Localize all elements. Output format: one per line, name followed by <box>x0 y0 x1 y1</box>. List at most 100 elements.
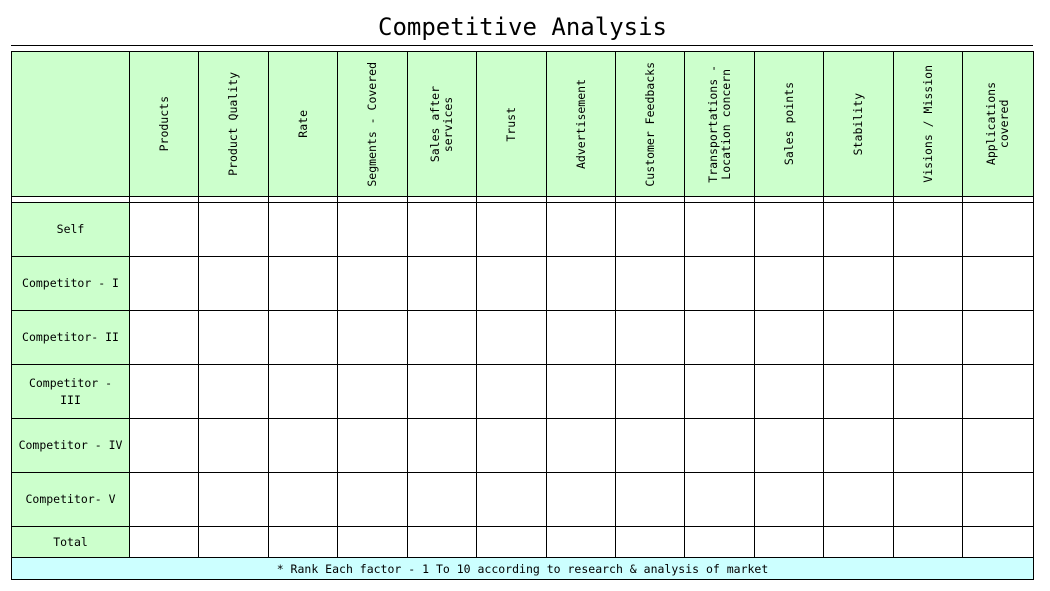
rank-cell[interactable] <box>823 472 894 527</box>
rank-cell[interactable] <box>754 310 824 365</box>
table-row: Competitor - IV <box>11 418 1034 473</box>
total-cell[interactable] <box>129 526 199 558</box>
rank-cell[interactable] <box>823 364 894 419</box>
row-label: Self <box>11 202 130 257</box>
rank-cell[interactable] <box>268 418 338 473</box>
rank-cell[interactable] <box>407 472 477 527</box>
rank-cell[interactable] <box>268 472 338 527</box>
total-cell[interactable] <box>407 526 477 558</box>
rank-cell[interactable] <box>893 418 963 473</box>
rank-cell[interactable] <box>962 364 1034 419</box>
rank-cell[interactable] <box>268 256 338 311</box>
rank-cell[interactable] <box>893 202 963 257</box>
total-cell[interactable] <box>615 526 685 558</box>
rank-cell[interactable] <box>823 256 894 311</box>
rank-cell[interactable] <box>337 472 408 527</box>
rank-cell[interactable] <box>546 364 616 419</box>
rank-cell[interactable] <box>337 256 408 311</box>
rank-cell[interactable] <box>476 256 547 311</box>
total-cell[interactable] <box>476 526 547 558</box>
total-cell[interactable] <box>754 526 824 558</box>
rank-cell[interactable] <box>407 310 477 365</box>
rank-cell[interactable] <box>754 472 824 527</box>
rank-cell[interactable] <box>684 364 755 419</box>
rank-cell[interactable] <box>893 310 963 365</box>
note-row: * Rank Each factor - 1 To 10 according t… <box>11 557 1034 580</box>
rank-cell[interactable] <box>198 418 269 473</box>
total-cell[interactable] <box>337 526 408 558</box>
rank-cell[interactable] <box>129 202 199 257</box>
rank-cell[interactable] <box>684 310 755 365</box>
rank-cell[interactable] <box>198 364 269 419</box>
rank-cell[interactable] <box>615 310 685 365</box>
rank-cell[interactable] <box>337 310 408 365</box>
rank-cell[interactable] <box>407 256 477 311</box>
rank-cell[interactable] <box>198 310 269 365</box>
rank-cell[interactable] <box>546 472 616 527</box>
total-cell[interactable] <box>546 526 616 558</box>
rank-cell[interactable] <box>684 472 755 527</box>
rank-cell[interactable] <box>198 472 269 527</box>
column-header: Products <box>129 51 199 197</box>
total-cell[interactable] <box>268 526 338 558</box>
rank-cell[interactable] <box>546 310 616 365</box>
rank-cell[interactable] <box>754 418 824 473</box>
column-header: Segments - Covered <box>337 51 408 197</box>
rank-cell[interactable] <box>615 256 685 311</box>
rank-cell[interactable] <box>962 256 1034 311</box>
column-header-label: Visions / Mission <box>920 65 935 183</box>
rank-cell[interactable] <box>962 202 1034 257</box>
rank-cell[interactable] <box>684 202 755 257</box>
rank-cell[interactable] <box>962 472 1034 527</box>
rank-cell[interactable] <box>407 202 477 257</box>
rank-cell[interactable] <box>337 364 408 419</box>
total-cell[interactable] <box>893 526 963 558</box>
rank-cell[interactable] <box>615 202 685 257</box>
rank-cell[interactable] <box>754 256 824 311</box>
rank-cell[interactable] <box>823 310 894 365</box>
rank-cell[interactable] <box>823 202 894 257</box>
rank-cell[interactable] <box>476 364 547 419</box>
rank-cell[interactable] <box>129 418 199 473</box>
rank-cell[interactable] <box>407 418 477 473</box>
total-cell[interactable] <box>198 526 269 558</box>
rank-cell[interactable] <box>546 418 616 473</box>
rank-cell[interactable] <box>268 310 338 365</box>
rank-cell[interactable] <box>476 202 547 257</box>
total-cell[interactable] <box>684 526 755 558</box>
rank-cell[interactable] <box>615 472 685 527</box>
rank-cell[interactable] <box>268 202 338 257</box>
rank-cell[interactable] <box>684 418 755 473</box>
rank-cell[interactable] <box>407 364 477 419</box>
rank-cell[interactable] <box>129 472 199 527</box>
rank-cell[interactable] <box>129 256 199 311</box>
rank-cell[interactable] <box>962 310 1034 365</box>
rank-cell[interactable] <box>129 310 199 365</box>
rank-cell[interactable] <box>337 202 408 257</box>
rank-cell[interactable] <box>268 364 338 419</box>
rank-cell[interactable] <box>198 202 269 257</box>
rank-cell[interactable] <box>754 202 824 257</box>
rank-cell[interactable] <box>893 256 963 311</box>
rank-cell[interactable] <box>198 256 269 311</box>
rank-cell[interactable] <box>962 418 1034 473</box>
rank-cell[interactable] <box>476 472 547 527</box>
rank-cell[interactable] <box>615 364 685 419</box>
rank-cell[interactable] <box>754 364 824 419</box>
rank-cell[interactable] <box>476 310 547 365</box>
rank-cell[interactable] <box>546 256 616 311</box>
rank-cell[interactable] <box>615 418 685 473</box>
column-header: Applications covered <box>962 51 1034 197</box>
rank-cell[interactable] <box>893 472 963 527</box>
rank-cell[interactable] <box>129 364 199 419</box>
rank-cell[interactable] <box>684 256 755 311</box>
row-label: Competitor- II <box>11 310 130 365</box>
total-cell[interactable] <box>962 526 1034 558</box>
column-header: Rate <box>268 51 338 197</box>
rank-cell[interactable] <box>893 364 963 419</box>
rank-cell[interactable] <box>476 418 547 473</box>
total-cell[interactable] <box>823 526 894 558</box>
rank-cell[interactable] <box>823 418 894 473</box>
rank-cell[interactable] <box>337 418 408 473</box>
rank-cell[interactable] <box>546 202 616 257</box>
